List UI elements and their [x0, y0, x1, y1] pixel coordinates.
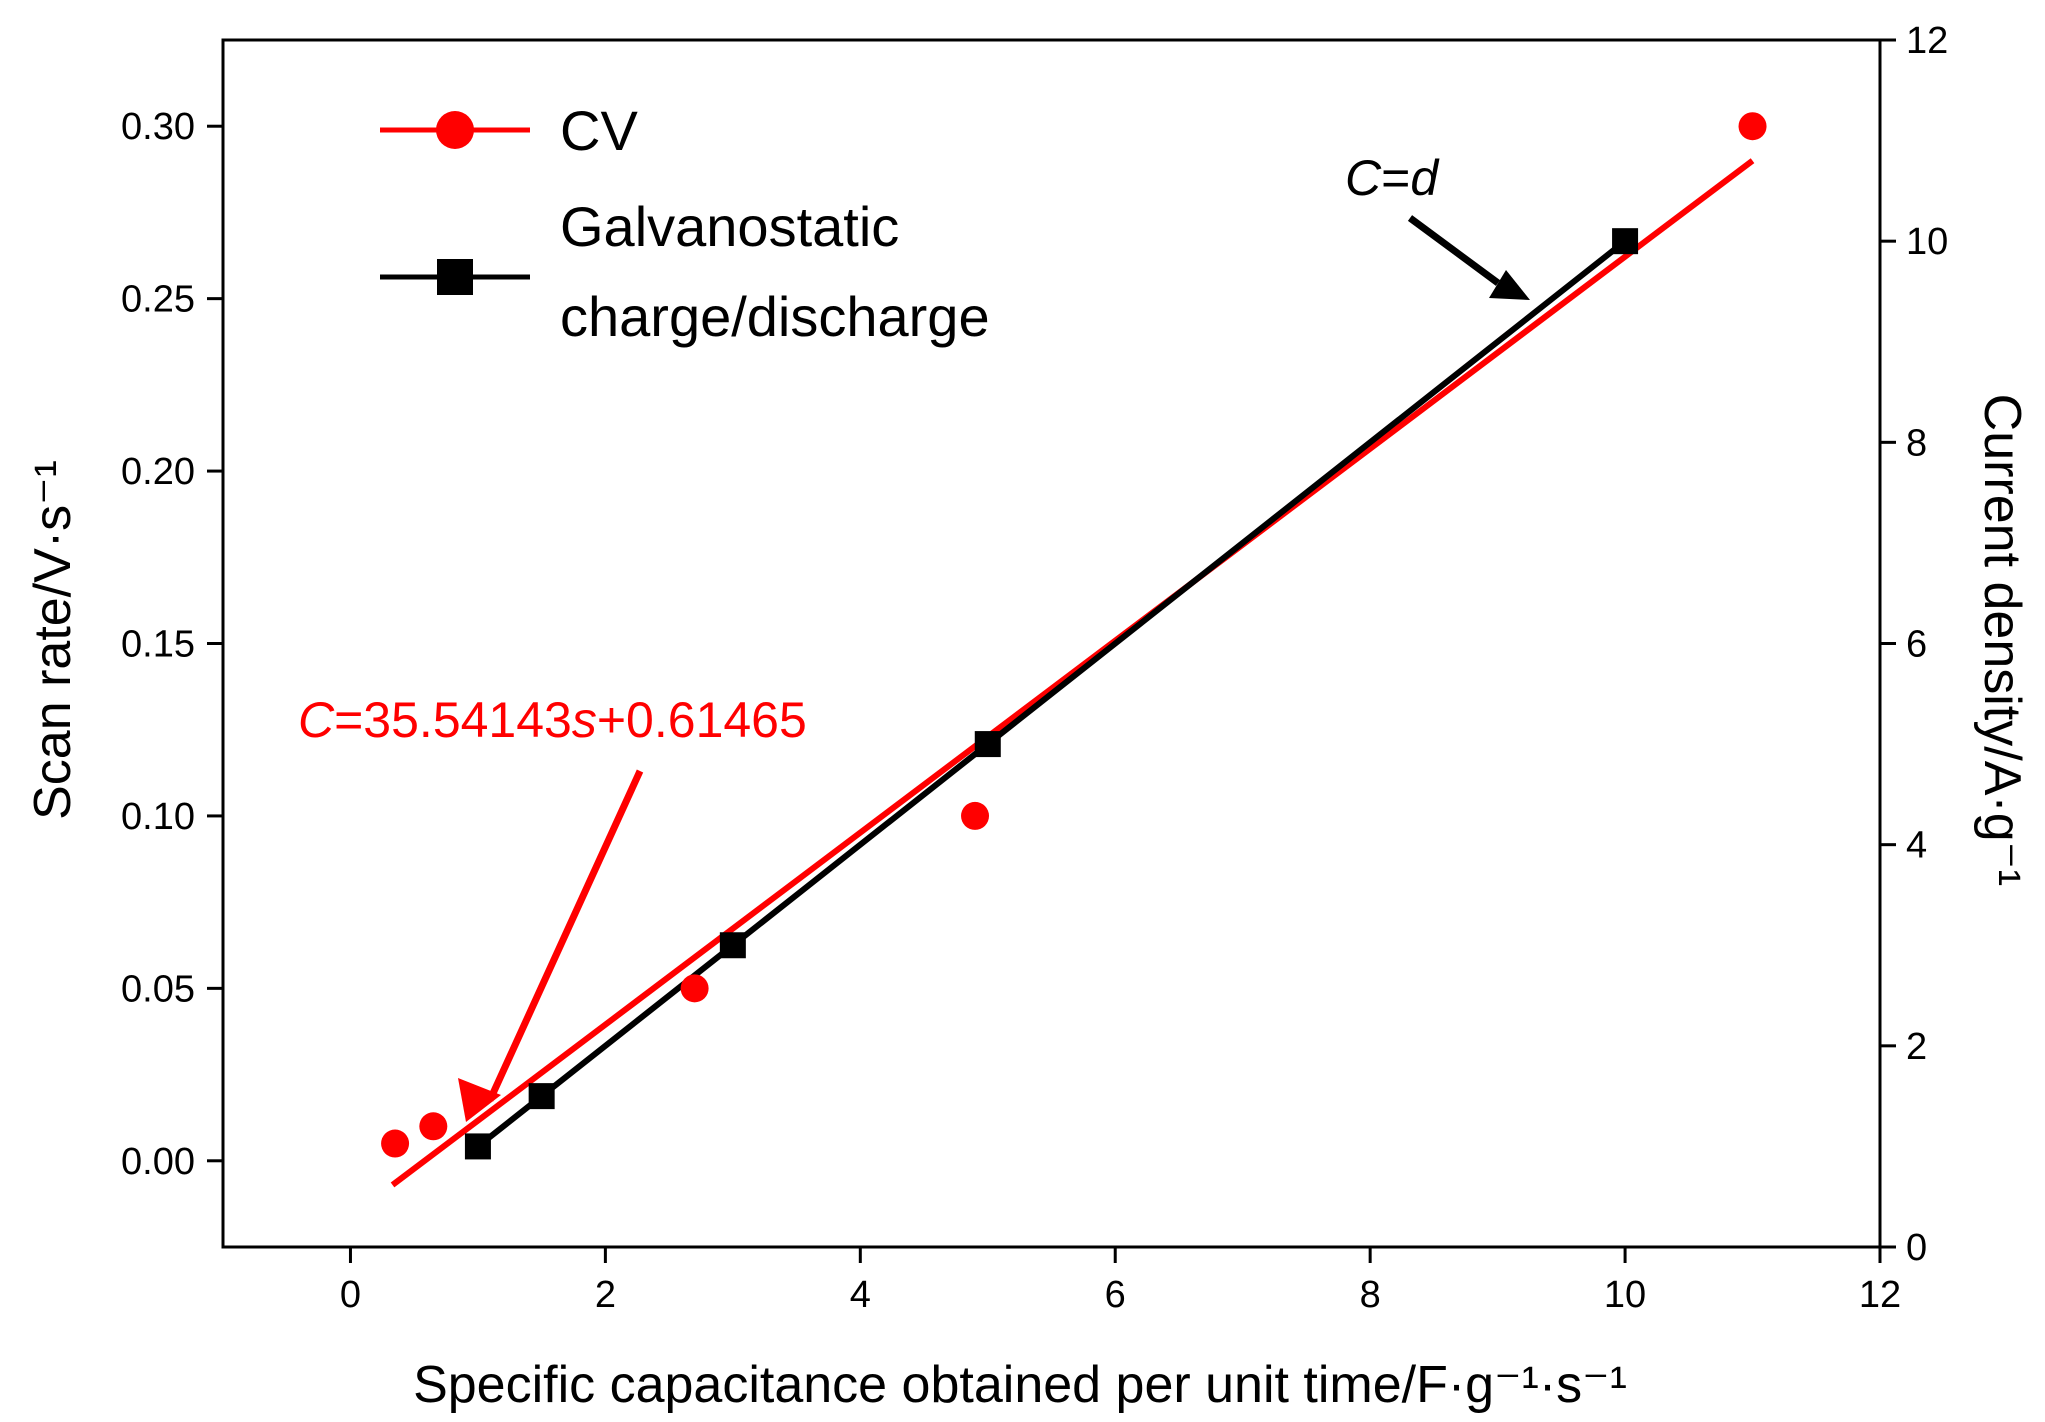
- cv-point: [381, 1129, 410, 1158]
- cd-annotation: C=d: [1345, 150, 1440, 206]
- y-right-tick-label: 6: [1906, 624, 1927, 666]
- y-right-tick-label: 8: [1906, 422, 1927, 464]
- y-axis-left: 0.00 0.05 0.10 0.15 0.20 0.25 0.30: [121, 106, 223, 1183]
- legend-cv-marker: [436, 111, 474, 149]
- cv-point: [1738, 112, 1767, 141]
- legend-gcd-marker: [437, 259, 473, 295]
- x-axis-title: Specific capacitance obtained per unit t…: [413, 1356, 1627, 1414]
- gcd-point: [464, 1133, 491, 1160]
- cv-fit-line: [390, 158, 1755, 1188]
- x-tick-label: 10: [1604, 1274, 1646, 1316]
- y-right-tick-label: 12: [1906, 20, 1948, 62]
- y-axis-left-title: Scan rate/V·s⁻¹: [24, 460, 82, 820]
- x-tick-label: 0: [340, 1274, 361, 1316]
- y-axis-right: 0 2 4 6 8 10 12: [1880, 20, 1948, 1269]
- y-left-tick-label: 0.05: [121, 968, 195, 1010]
- x-tick-label: 8: [1360, 1274, 1381, 1316]
- x-tick-label: 12: [1859, 1274, 1901, 1316]
- gcd-point: [974, 731, 1001, 758]
- y-right-tick-label: 10: [1906, 221, 1948, 263]
- cv-point: [961, 801, 990, 830]
- legend-gcd-label-line2: charge/discharge: [560, 285, 990, 348]
- fit-equation-arrowhead: [458, 1078, 501, 1122]
- y-axis-right-title: Current density/A·g⁻¹: [1973, 394, 2031, 887]
- legend-gcd-label-line1: Galvanostatic: [560, 195, 899, 258]
- cd-arrowhead: [1489, 270, 1530, 300]
- fit-equation-annotation: C=35.54143s+0.61465: [298, 692, 807, 748]
- legend-cv-label: CV: [560, 99, 638, 162]
- y-left-tick-label: 0.25: [121, 279, 195, 321]
- plot-area: [381, 112, 1767, 1188]
- legend: CV Galvanostatic charge/discharge: [380, 99, 990, 348]
- x-tick-label: 2: [595, 1274, 616, 1316]
- x-tick-label: 6: [1105, 1274, 1126, 1316]
- cv-point: [419, 1112, 448, 1141]
- y-right-tick-label: 2: [1906, 1026, 1927, 1068]
- cd-arrow: [1407, 215, 1501, 286]
- x-axis: 0 2 4 6 8 10 12: [340, 1247, 1901, 1316]
- y-right-tick-label: 0: [1906, 1227, 1927, 1269]
- fit-equation-arrow: [486, 769, 644, 1102]
- gcd-point: [1612, 228, 1639, 255]
- x-tick-label: 4: [850, 1274, 871, 1316]
- gcd-point: [719, 932, 746, 959]
- cv-point: [680, 974, 709, 1003]
- y-left-tick-label: 0.20: [121, 451, 195, 493]
- y-right-tick-label: 4: [1906, 825, 1927, 867]
- y-left-tick-label: 0.00: [121, 1141, 195, 1183]
- y-left-tick-label: 0.30: [121, 106, 195, 148]
- y-left-tick-label: 0.10: [121, 796, 195, 838]
- plot-frame: [221, 38, 1882, 1249]
- y-left-tick-label: 0.15: [121, 624, 195, 666]
- gcd-point: [528, 1083, 555, 1110]
